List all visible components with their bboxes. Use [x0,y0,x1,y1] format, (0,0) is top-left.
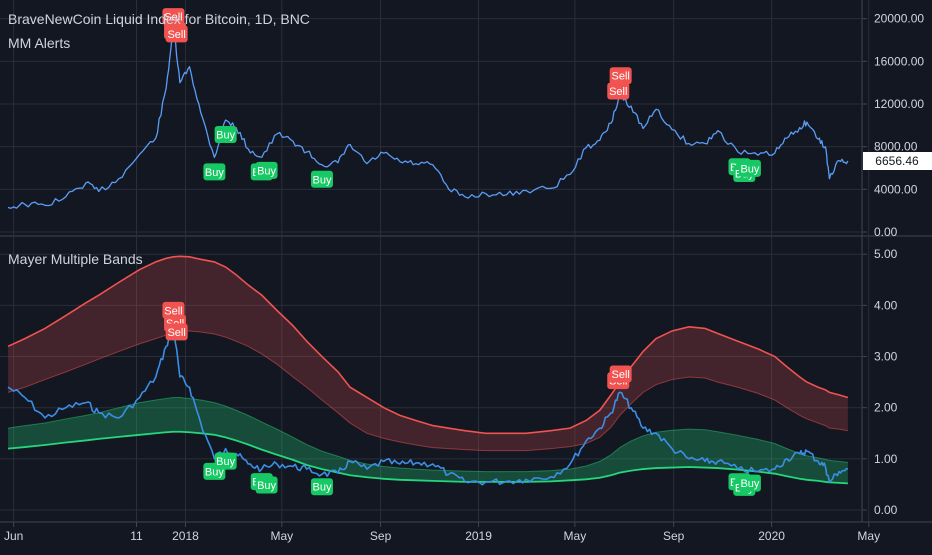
time-tick-label: 2019 [465,529,492,543]
last-price-marker: 6656.46 [863,152,932,171]
time-tick-label: Jun [4,529,23,543]
buy-signal-badge [255,161,278,179]
sell-signal-badge [165,323,188,341]
price-tick-label: 12000.00 [874,97,924,111]
last-price-box [863,152,932,171]
upper-band-fill [8,256,848,451]
price-tick-label: 0.00 [874,225,898,239]
upper-pane-grid [0,0,870,236]
buy-signal[interactable]: Buy [738,159,761,177]
buy-signal-badge [203,163,226,181]
price-tick-label: 4000.00 [874,182,918,196]
signal-label: Buy [257,165,276,177]
buy-signal-badge [255,476,278,494]
lower-band-inner-line [7,396,848,473]
buy-signal-badge [214,452,237,470]
lower-pane-title[interactable]: Mayer Multiple Bands [8,251,143,267]
sell-signal[interactable]: Sell [609,67,632,85]
mm-tick-label: 0.00 [874,503,898,517]
time-tick-label: 2020 [758,529,785,543]
indicator-title[interactable]: MM Alerts [8,35,70,51]
sell-signal[interactable]: Sell [607,82,630,100]
signal-label: Buy [312,482,331,494]
mm-tick-label: 4.00 [874,298,898,312]
last-price-value: 6656.46 [875,154,919,168]
lower-pane-grid [0,236,870,522]
buy-signal[interactable]: Buy [310,478,333,496]
symbol-title[interactable]: BraveNewCoin Liquid Index for Bitcoin, 1… [8,11,310,27]
signal-label: Buy [205,167,224,179]
time-tick-label: 2018 [172,529,199,543]
price-line [7,25,849,209]
buy-signal-badge [310,478,333,496]
buy-signal[interactable]: Buy [214,126,237,143]
buy-signal-badge [738,474,761,492]
upper-signals: SellSellSellBuyBuyBuyBuyBuySellSellBuyBu… [162,8,761,188]
time-tick-label: May [857,529,880,543]
mm-tick-label: 2.00 [874,401,898,415]
buy-signal[interactable]: Buy [738,474,761,492]
buy-signal[interactable]: Buy [255,476,278,494]
mm-tick-label: 3.00 [874,350,898,364]
buy-signal-badge [214,126,237,143]
buy-signal-badge [310,170,333,188]
signal-label: Buy [216,130,235,142]
mm-tick-label: 5.00 [874,247,898,261]
sell-signal[interactable]: Sell [165,25,188,43]
signal-label: Buy [740,478,759,490]
buy-signal[interactable]: Buy [255,161,278,179]
price-tick-label: 16000.00 [874,54,924,68]
time-tick-label: Sep [370,529,392,543]
lower-band-fill [8,397,848,484]
lower-signals: SellSellSellBuyBuyBuyBuyBuySellSellBuyBu… [162,301,761,496]
sell-signal[interactable]: Sell [609,365,632,383]
price-axis[interactable]: 0.00 4000.00 8000.00 12000.00 16000.00 20000.… [862,12,924,239]
mm-tick-label: 1.00 [874,452,898,466]
signal-label: Sell [167,29,185,41]
price-tick-label: 20000.00 [874,12,924,26]
sell-signal-badge [609,67,632,85]
sell-signal-badge [607,82,630,100]
sell-signal-badge [162,8,185,26]
signal-label: Buy [257,480,276,492]
signal-label: Buy [216,456,235,468]
buy-signal-badge [738,159,761,177]
buy-signal[interactable]: Buy [203,163,226,181]
buy-signal[interactable]: Buy [214,452,237,470]
sell-signal[interactable]: Sell [165,323,188,341]
price-tick-label: 8000.00 [874,140,918,154]
sell-signal[interactable]: Sell [162,301,185,319]
time-tick-label: May [564,529,587,543]
time-tick-label: 11 [130,529,143,543]
signal-label: Sell [611,71,629,83]
signal-label: Sell [611,369,629,381]
signal-label: Sell [609,86,627,98]
sell-signal-badge [162,301,185,319]
signal-label: Sell [164,305,182,317]
time-axis[interactable]: Jun 11 2018 May Sep 2019 May Sep 2020 May [4,522,880,543]
mm-axis[interactable]: 0.00 1.00 2.00 3.00 4.00 5.00 [862,247,898,517]
signal-label: Buy [740,163,759,175]
time-tick-label: Sep [663,529,685,543]
sell-signal-badge [165,25,188,43]
time-tick-label: May [270,529,293,543]
signal-label: Sell [167,327,185,339]
sell-signal[interactable]: Sell [162,8,185,26]
buy-signal[interactable]: Buy [310,170,333,188]
upper-band-line [7,255,849,435]
signal-label: Buy [312,174,331,186]
signal-label: Sell [164,12,182,24]
sell-signal-badge [609,365,632,383]
price-series [7,25,849,209]
